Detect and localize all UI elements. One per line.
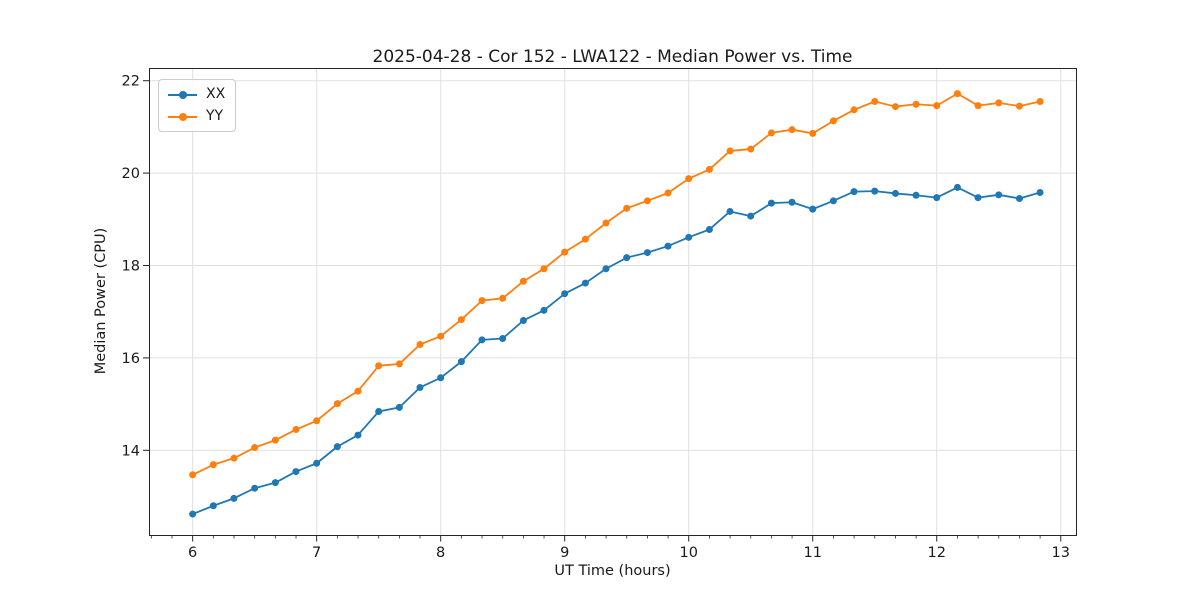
y-tick-label-20: 20 bbox=[122, 166, 140, 182]
y-tick-label-22: 22 bbox=[122, 74, 140, 90]
legend-label-yy: YY bbox=[206, 107, 224, 124]
legend: XX YY bbox=[158, 79, 237, 132]
x-axis-label: UT Time (hours) bbox=[554, 563, 671, 579]
legend-item-yy: YY bbox=[168, 107, 225, 126]
y-axis-label: Median Power (CPU) bbox=[93, 227, 109, 375]
x-tick-label-6: 6 bbox=[188, 545, 197, 561]
legend-item-xx: XX bbox=[168, 85, 225, 104]
y-tick-label-16: 16 bbox=[122, 351, 140, 367]
xx-series-line-sample bbox=[168, 90, 197, 99]
x-tick-label-13: 13 bbox=[1052, 545, 1070, 561]
legend-label-xx: XX bbox=[206, 85, 226, 102]
x-tick-label-11: 11 bbox=[803, 545, 821, 561]
x-tick-label-7: 7 bbox=[312, 545, 321, 561]
chart-title: 2025-04-28 - Cor 152 - LWA122 - Median P… bbox=[372, 47, 853, 67]
x-tick-label-9: 9 bbox=[560, 545, 569, 561]
y-tick-label-14: 14 bbox=[122, 443, 140, 459]
yy-series-line-sample bbox=[168, 112, 197, 121]
xx-marker-icon bbox=[178, 90, 187, 99]
x-tick-label-10: 10 bbox=[679, 545, 697, 561]
x-tick-label-8: 8 bbox=[436, 545, 445, 561]
y-tick-label-18: 18 bbox=[122, 259, 140, 275]
yy-marker-icon bbox=[178, 112, 187, 121]
x-tick-label-12: 12 bbox=[928, 545, 946, 561]
